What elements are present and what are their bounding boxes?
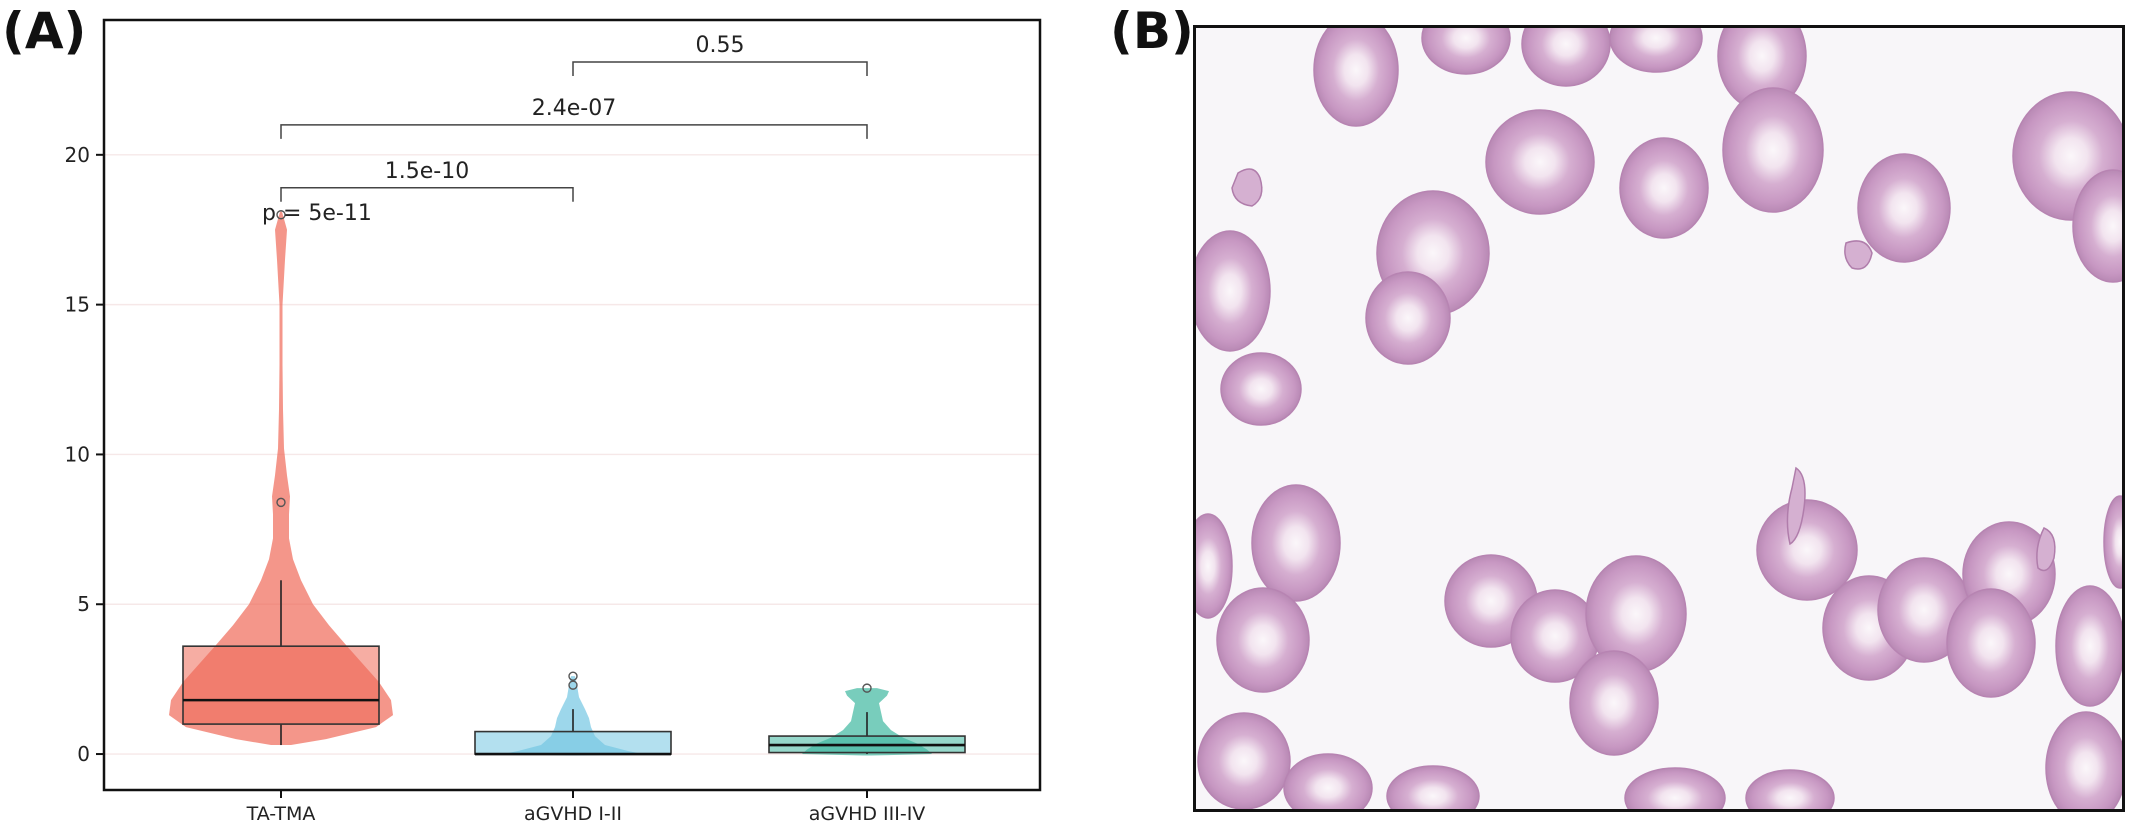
red-blood-cell	[1609, 28, 1703, 73]
comparison-label: 2.4e-07	[532, 96, 616, 121]
red-blood-cell	[1619, 137, 1709, 239]
red-blood-cell	[1756, 499, 1858, 601]
red-blood-cell	[1220, 352, 1302, 426]
outlier-point	[568, 680, 578, 690]
red-blood-cell	[1722, 87, 1824, 213]
box-1	[474, 730, 672, 755]
violin-chart: 1.5e-10 2.4e-07 0.55 p = 5e-11 0 5 10 15 20 TA-T…	[65, 18, 1042, 825]
blood-smear-image	[1193, 25, 2125, 812]
comparison-bracket	[280, 124, 868, 139]
axes: 0 5 10 15 20 TA-TMA aGVHD I-II aGVHD III-IV	[65, 143, 926, 825]
red-blood-cell	[1421, 28, 1511, 75]
outlier-point	[276, 210, 286, 220]
red-blood-cell	[1569, 650, 1659, 756]
y-tick-label: 0	[77, 742, 90, 766]
outlier-point	[568, 671, 578, 681]
schistocyte	[1844, 240, 1873, 270]
red-blood-cell	[1313, 28, 1399, 127]
red-blood-cell	[1485, 109, 1595, 215]
comparison-bracket	[572, 61, 868, 76]
outlier-point	[276, 497, 286, 508]
x-tick-label: aGVHD I-II	[524, 803, 622, 825]
red-blood-cell	[1196, 230, 1271, 352]
global-p-value: p = 5e-11	[262, 201, 372, 226]
panel-label-b: (B)	[1110, 2, 1194, 60]
y-tick-label: 10	[65, 442, 90, 466]
outlier-point	[862, 683, 872, 693]
blood-smear-drawing	[1196, 28, 2122, 809]
red-blood-cell	[1386, 765, 1480, 809]
comparison-brackets: 1.5e-10 2.4e-07 0.55 p = 5e-11	[262, 33, 868, 226]
red-blood-cell	[1624, 767, 1726, 809]
red-blood-cell	[1745, 769, 1835, 809]
comparison-label: 1.5e-10	[385, 159, 469, 184]
red-blood-cell	[2055, 585, 2122, 707]
red-blood-cell	[2103, 495, 2122, 589]
y-tick-label: 20	[65, 143, 90, 167]
x-tick-label: TA-TMA	[246, 803, 316, 825]
boxplots	[182, 210, 966, 756]
comparison-label: 0.55	[696, 33, 745, 58]
red-blood-cell	[1365, 271, 1451, 365]
red-blood-cell	[1283, 753, 1373, 809]
red-blood-cell	[1857, 153, 1951, 263]
red-blood-cell	[1196, 513, 1233, 619]
x-tick-label: aGVHD III-IV	[809, 803, 926, 825]
box-0	[182, 645, 380, 725]
violin-0	[169, 211, 393, 746]
red-blood-cell	[2072, 169, 2122, 283]
panel-label-a: (A)	[2, 2, 87, 60]
red-blood-cell	[1197, 712, 1291, 809]
schistocyte	[1786, 466, 1806, 546]
red-blood-cell	[1251, 484, 1341, 602]
schistocyte	[2036, 527, 2056, 572]
schistocyte	[1231, 168, 1263, 207]
comparison-bracket	[280, 187, 574, 202]
red-blood-cell	[1216, 587, 1310, 693]
y-tick-label: 15	[65, 293, 90, 317]
y-tick-label: 5	[77, 592, 90, 616]
red-blood-cell	[2045, 711, 2122, 809]
red-blood-cell	[1946, 588, 2036, 698]
